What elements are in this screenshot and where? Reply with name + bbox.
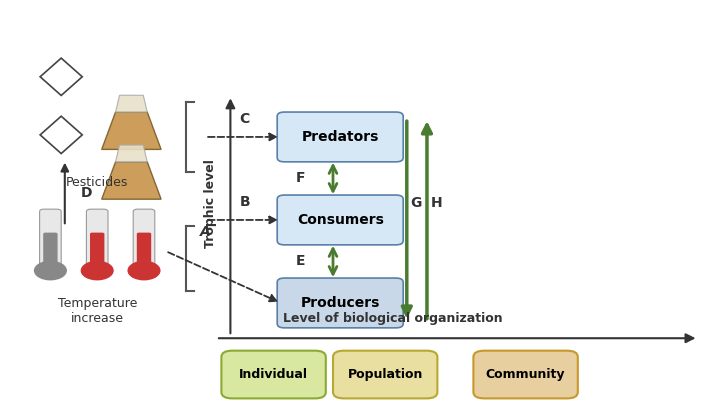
Text: Predators: Predators <box>302 130 379 144</box>
Text: A: A <box>200 225 210 239</box>
Text: H: H <box>431 196 443 210</box>
Text: Temperature
increase: Temperature increase <box>58 297 137 325</box>
Text: Producers: Producers <box>300 296 380 310</box>
Text: E: E <box>296 254 305 269</box>
Text: Population: Population <box>348 368 423 381</box>
FancyBboxPatch shape <box>277 278 403 328</box>
Circle shape <box>35 261 66 280</box>
Text: Community: Community <box>486 368 565 381</box>
Polygon shape <box>102 112 161 149</box>
FancyBboxPatch shape <box>474 351 577 398</box>
FancyBboxPatch shape <box>43 232 58 265</box>
FancyBboxPatch shape <box>90 232 104 265</box>
Text: Individual: Individual <box>239 368 308 381</box>
FancyBboxPatch shape <box>133 209 155 268</box>
FancyBboxPatch shape <box>86 209 108 268</box>
Polygon shape <box>40 116 82 154</box>
Text: Pesticides: Pesticides <box>66 176 128 189</box>
Polygon shape <box>40 58 82 95</box>
Text: F: F <box>296 171 305 186</box>
Polygon shape <box>115 95 148 112</box>
Text: D: D <box>81 186 92 200</box>
FancyBboxPatch shape <box>40 209 61 268</box>
Circle shape <box>128 261 160 280</box>
Circle shape <box>81 261 113 280</box>
Text: Trophic level: Trophic level <box>204 159 217 248</box>
Polygon shape <box>102 162 161 199</box>
Text: Level of biological organization: Level of biological organization <box>282 312 503 325</box>
FancyBboxPatch shape <box>277 195 403 245</box>
Text: G: G <box>410 196 421 210</box>
FancyBboxPatch shape <box>277 112 403 162</box>
Text: Consumers: Consumers <box>297 213 384 227</box>
FancyBboxPatch shape <box>222 351 325 398</box>
FancyBboxPatch shape <box>137 232 151 265</box>
FancyBboxPatch shape <box>333 351 438 398</box>
Text: C: C <box>240 112 250 126</box>
Polygon shape <box>115 145 148 162</box>
Text: B: B <box>240 195 250 209</box>
